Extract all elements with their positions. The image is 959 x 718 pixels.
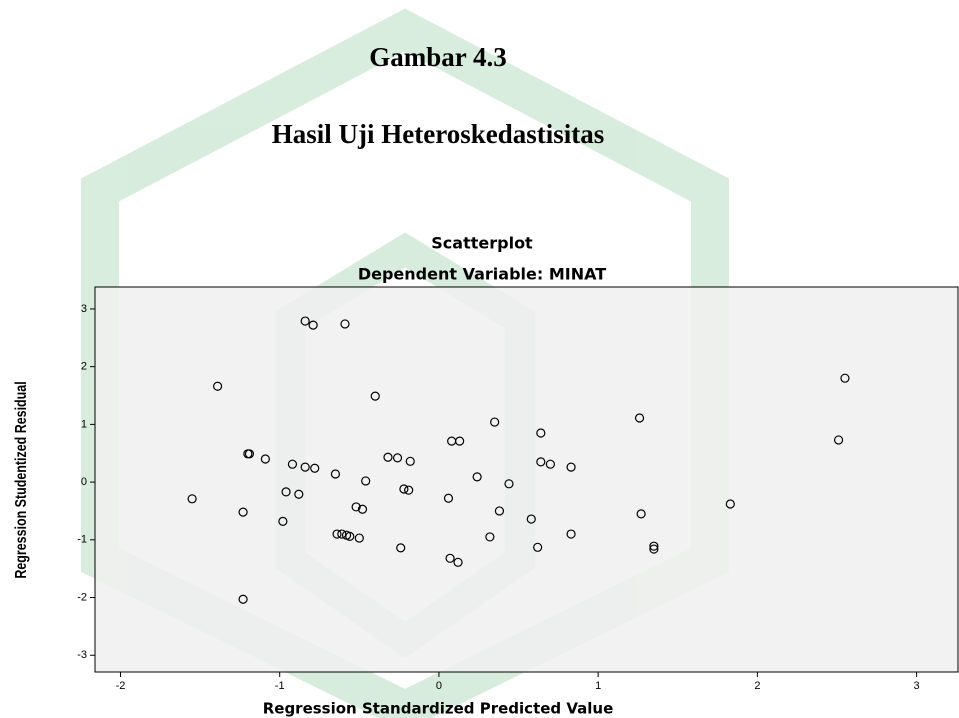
- x-axis-label: Regression Standardized Predicted Value: [263, 700, 614, 718]
- y-tick-label: 2: [81, 361, 87, 373]
- figure-number: Gambar 4.3: [369, 42, 507, 72]
- y-tick-label: 1: [81, 418, 87, 430]
- y-tick-label: -1: [77, 534, 87, 546]
- plot-area: [95, 287, 958, 672]
- x-tick-label: -1: [275, 680, 285, 692]
- chart-title: Scatterplot: [431, 234, 533, 253]
- x-tick-label: 2: [754, 680, 760, 692]
- x-tick-label: 1: [595, 680, 601, 692]
- y-tick-label: 3: [81, 303, 87, 315]
- y-tick-label: 0: [81, 476, 87, 488]
- y-tick-label: -2: [77, 591, 87, 603]
- x-tick-label: -2: [116, 680, 126, 692]
- y-tick-label: -3: [77, 649, 87, 661]
- y-axis-label: Regression Studentized Residual: [13, 381, 31, 578]
- page: Gambar 4.3 Hasil Uji Heteroskedastisitas…: [0, 0, 959, 718]
- x-tick-label: 3: [914, 680, 920, 692]
- chart-subtitle: Dependent Variable: MINAT: [358, 265, 606, 284]
- figure-caption: Hasil Uji Heteroskedastisitas: [272, 119, 605, 149]
- figure: Gambar 4.3 Hasil Uji Heteroskedastisitas…: [0, 0, 959, 718]
- x-tick-label: 0: [436, 680, 442, 692]
